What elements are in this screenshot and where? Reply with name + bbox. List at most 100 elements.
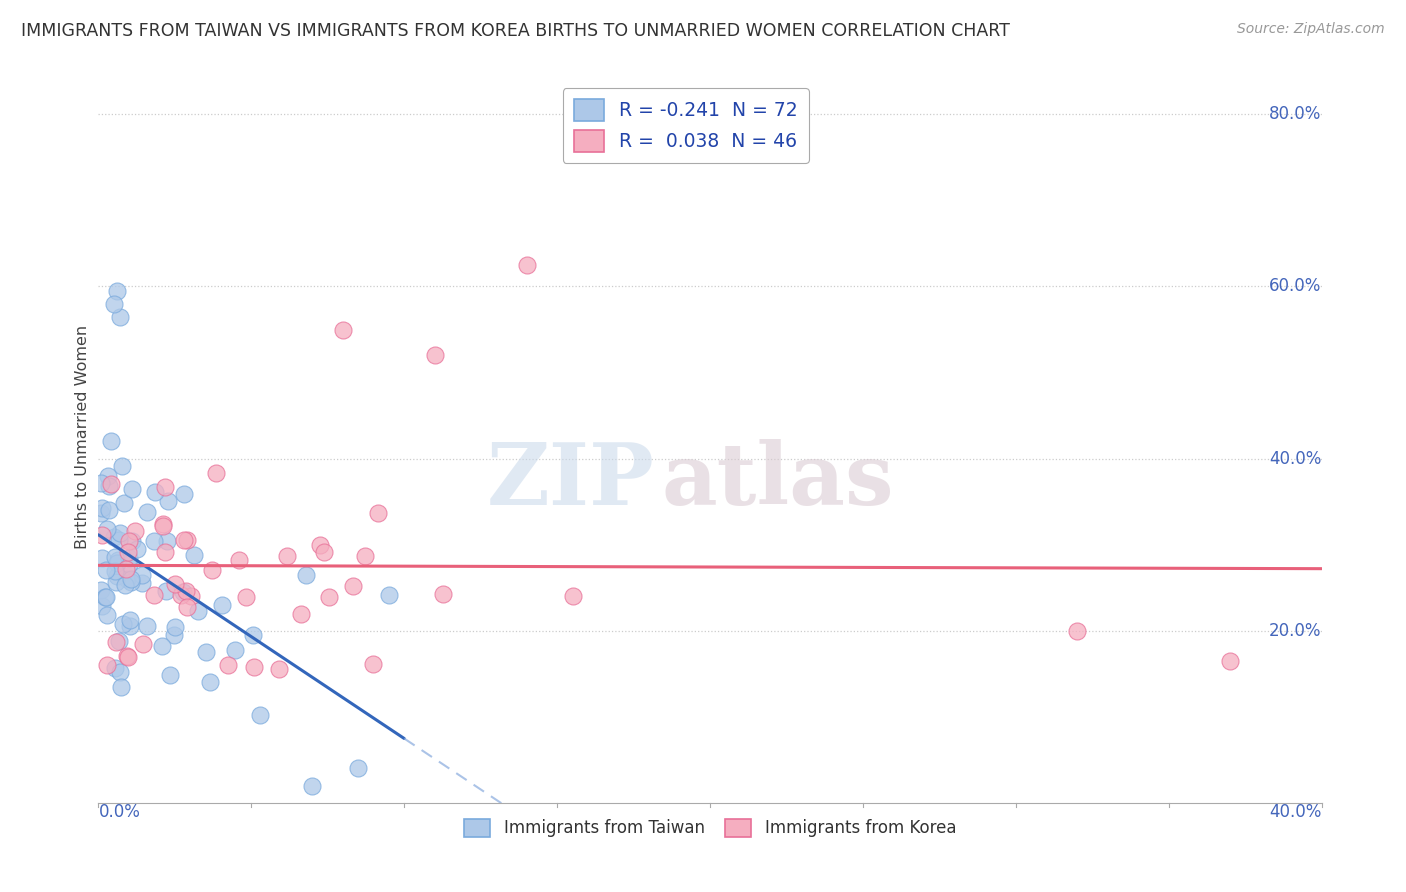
Point bbox=[108, 665, 131, 679]
Legend: Immigrants from Taiwan, Immigrants from Korea: Immigrants from Taiwan, Immigrants from … bbox=[456, 810, 965, 846]
Point bbox=[152, 517, 174, 532]
Text: Source: ZipAtlas.com: Source: ZipAtlas.com bbox=[1237, 22, 1385, 37]
Point bbox=[103, 530, 125, 544]
Point bbox=[242, 627, 264, 641]
Point bbox=[269, 662, 291, 676]
Point bbox=[152, 519, 174, 533]
Point bbox=[104, 575, 127, 590]
Point bbox=[155, 533, 177, 548]
Point bbox=[112, 495, 135, 509]
Point bbox=[90, 475, 112, 490]
Point bbox=[249, 708, 271, 723]
Point bbox=[235, 591, 257, 605]
Point bbox=[132, 637, 155, 651]
Point bbox=[115, 562, 138, 576]
Point bbox=[90, 528, 112, 542]
Point bbox=[97, 468, 120, 483]
Point bbox=[173, 533, 195, 547]
Text: 20.0%: 20.0% bbox=[1270, 622, 1322, 640]
Point bbox=[117, 550, 139, 565]
Point bbox=[187, 604, 209, 618]
Point bbox=[117, 650, 139, 665]
Point bbox=[290, 607, 312, 621]
Point bbox=[159, 667, 181, 681]
Point bbox=[170, 589, 193, 603]
Point bbox=[301, 779, 323, 793]
Point bbox=[96, 522, 118, 536]
Point bbox=[107, 556, 129, 570]
Text: 40.0%: 40.0% bbox=[1270, 450, 1322, 467]
Point bbox=[173, 487, 195, 501]
Point bbox=[105, 569, 128, 583]
Point bbox=[180, 589, 202, 603]
Point bbox=[354, 549, 377, 563]
Point bbox=[120, 574, 142, 589]
Point bbox=[314, 544, 336, 558]
Point bbox=[150, 639, 173, 653]
Point bbox=[176, 583, 198, 598]
Point bbox=[1219, 654, 1241, 668]
Point bbox=[105, 284, 128, 298]
Text: 40.0%: 40.0% bbox=[1270, 803, 1322, 821]
Point bbox=[115, 572, 138, 586]
Point bbox=[176, 533, 198, 547]
Point bbox=[347, 761, 370, 775]
Point bbox=[228, 553, 250, 567]
Point bbox=[112, 617, 135, 632]
Point bbox=[1066, 624, 1088, 638]
Point bbox=[217, 657, 239, 672]
Point bbox=[516, 258, 538, 272]
Point bbox=[224, 643, 246, 657]
Point bbox=[90, 550, 112, 565]
Text: 0.0%: 0.0% bbox=[98, 803, 141, 821]
Point bbox=[194, 644, 217, 658]
Point bbox=[318, 591, 340, 605]
Point bbox=[96, 657, 118, 672]
Text: 80.0%: 80.0% bbox=[1270, 105, 1322, 123]
Point bbox=[332, 322, 354, 336]
Point bbox=[97, 502, 120, 516]
Point bbox=[110, 680, 132, 694]
Point bbox=[96, 608, 118, 623]
Point bbox=[107, 553, 129, 567]
Point bbox=[211, 598, 233, 612]
Point bbox=[90, 507, 112, 521]
Point bbox=[120, 572, 142, 586]
Point bbox=[103, 296, 125, 310]
Point bbox=[163, 577, 186, 591]
Point bbox=[96, 563, 118, 577]
Point bbox=[243, 659, 266, 673]
Point bbox=[143, 588, 166, 602]
Point bbox=[94, 591, 117, 605]
Point bbox=[136, 619, 159, 633]
Point bbox=[118, 557, 141, 571]
Point bbox=[155, 480, 177, 494]
Point bbox=[111, 459, 134, 474]
Text: ZIP: ZIP bbox=[488, 439, 655, 523]
Point bbox=[121, 533, 143, 548]
Point bbox=[93, 590, 115, 604]
Point bbox=[114, 578, 136, 592]
Point bbox=[143, 533, 166, 548]
Point bbox=[108, 526, 131, 541]
Point bbox=[105, 634, 128, 648]
Point bbox=[198, 675, 221, 690]
Point bbox=[276, 549, 298, 564]
Point bbox=[176, 599, 198, 614]
Text: atlas: atlas bbox=[661, 439, 894, 523]
Point bbox=[117, 533, 139, 548]
Point bbox=[90, 583, 112, 598]
Point bbox=[115, 649, 138, 664]
Point bbox=[153, 545, 176, 559]
Point bbox=[361, 657, 384, 672]
Point bbox=[124, 524, 146, 538]
Y-axis label: Births to Unmarried Women: Births to Unmarried Women bbox=[75, 325, 90, 549]
Point bbox=[98, 479, 121, 493]
Point bbox=[131, 576, 153, 591]
Point bbox=[131, 568, 153, 582]
Point bbox=[107, 533, 129, 547]
Point bbox=[367, 506, 389, 520]
Point bbox=[121, 483, 143, 497]
Point bbox=[342, 579, 364, 593]
Point bbox=[201, 563, 224, 577]
